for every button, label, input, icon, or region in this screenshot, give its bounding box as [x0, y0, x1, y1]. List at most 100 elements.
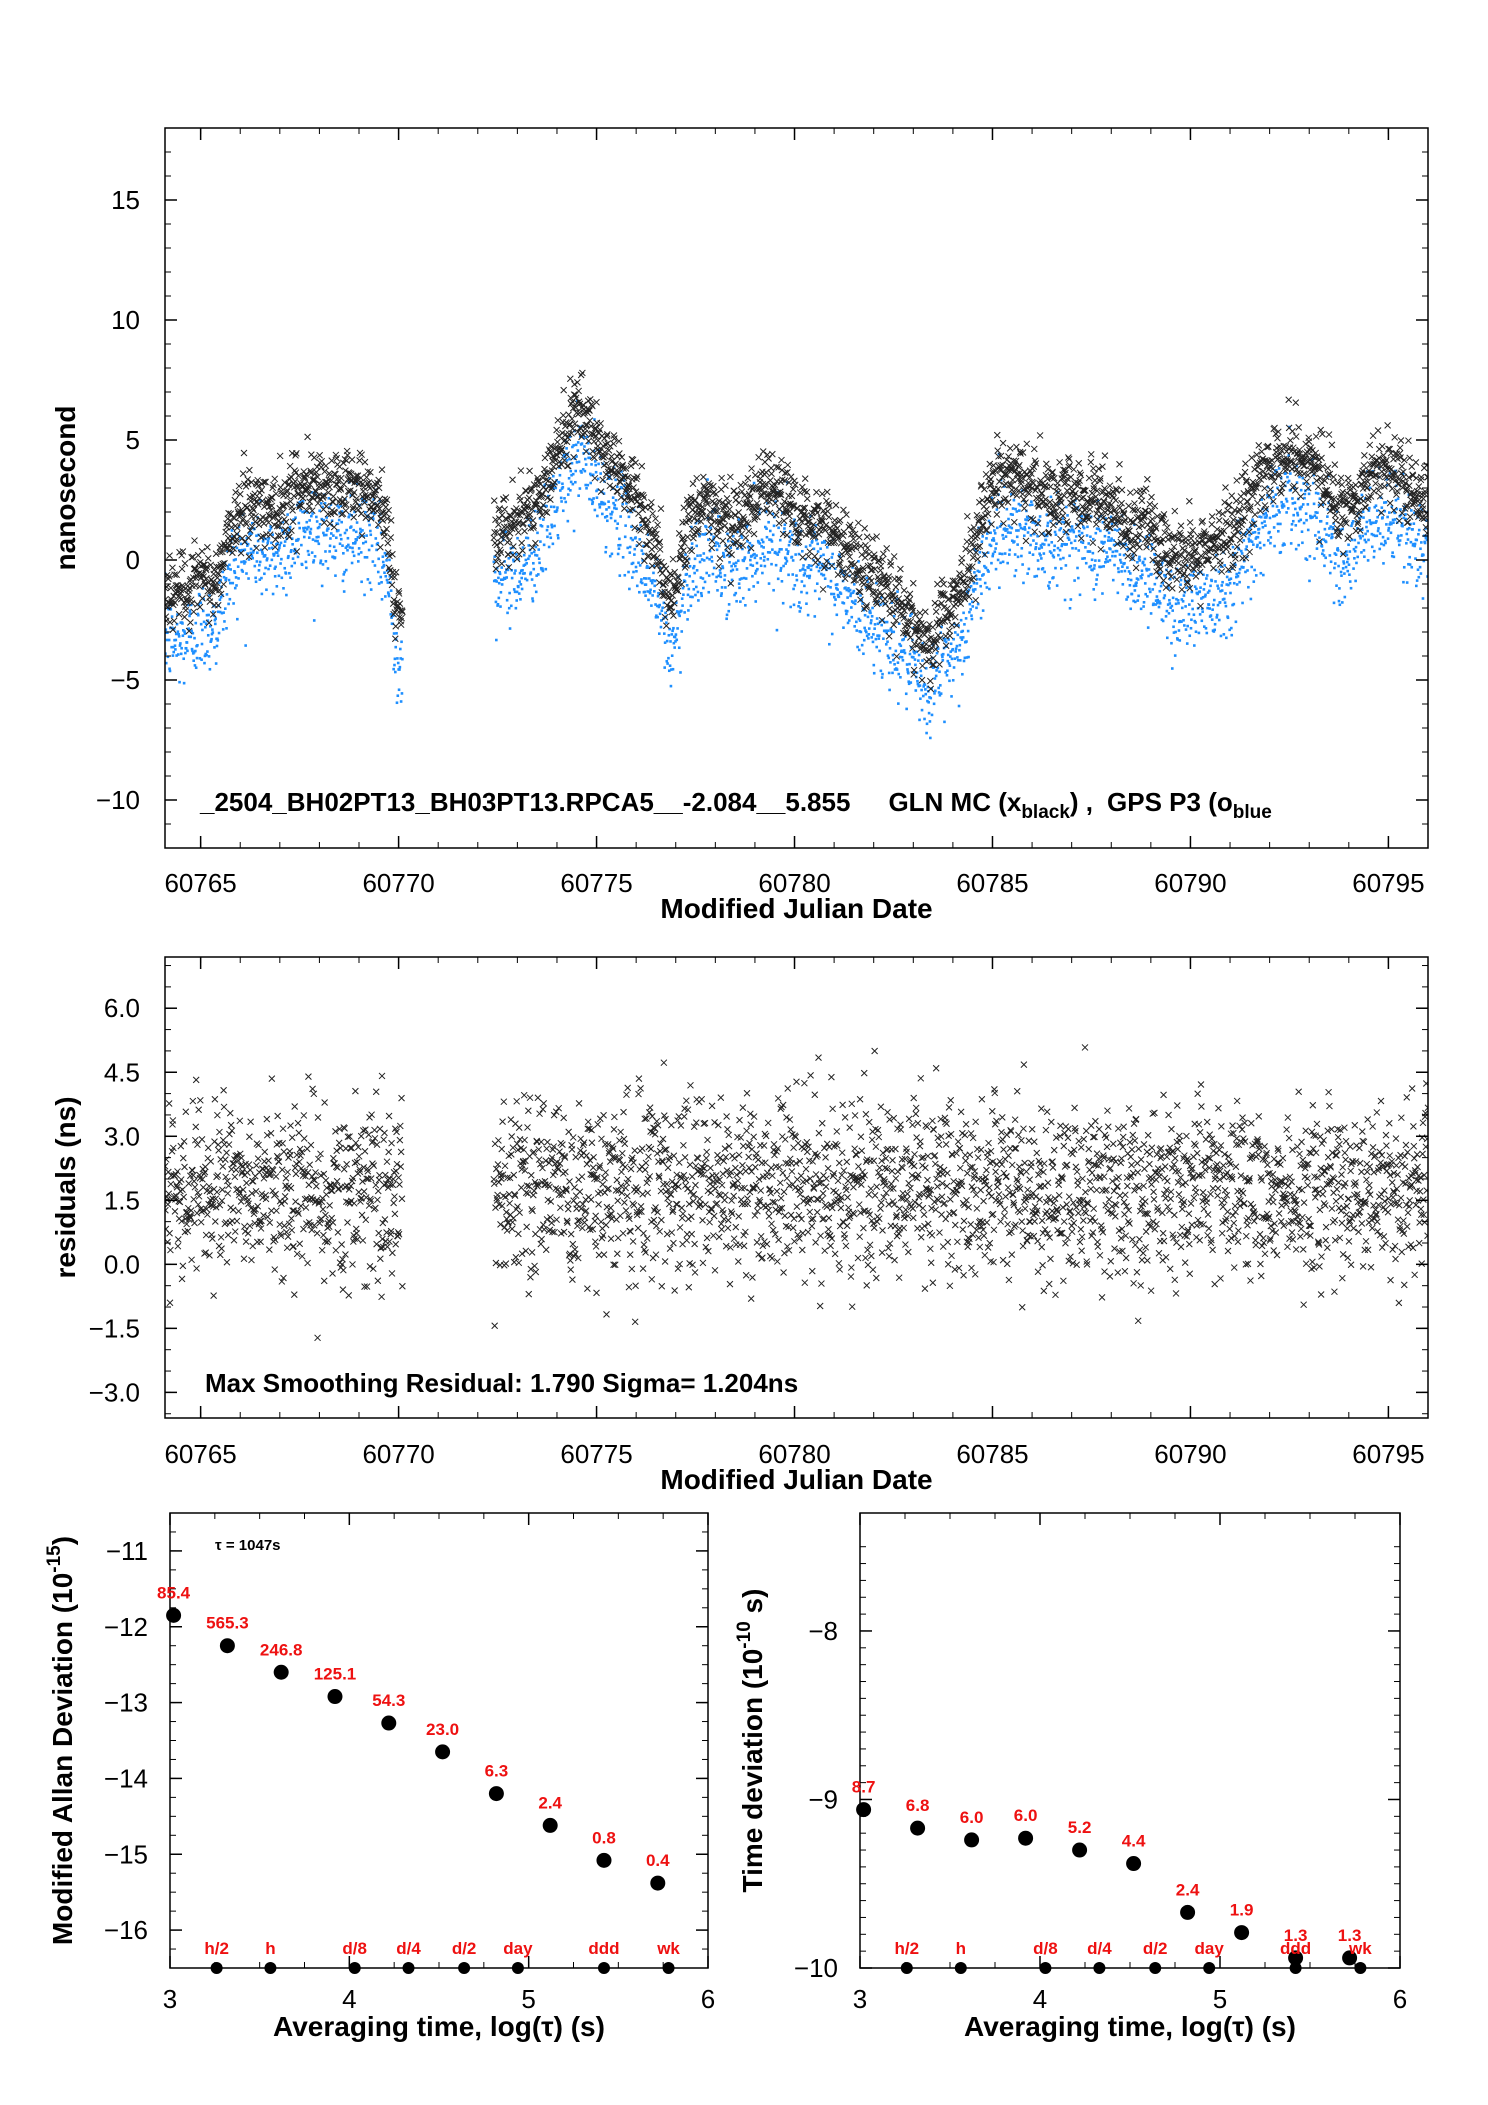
- data-point-blue: [1250, 565, 1253, 569]
- data-point-blue: [1113, 563, 1116, 567]
- data-point-x: [704, 486, 712, 494]
- data-point-blue: [1049, 519, 1052, 523]
- data-point-x: [770, 488, 777, 495]
- data-point-blue: [1393, 511, 1397, 515]
- data-point-x: [603, 431, 611, 438]
- data-point-x: [725, 499, 733, 507]
- data-point-blue: [968, 602, 972, 606]
- data-point-blue: [550, 523, 553, 527]
- data-point-x: [1026, 473, 1034, 481]
- data-point-blue: [1326, 508, 1330, 511]
- data-point-blue: [1298, 506, 1302, 510]
- data-point-x: [795, 538, 803, 546]
- data-point-blue: [267, 567, 270, 571]
- data-point-blue: [771, 533, 775, 537]
- data-point-x: [834, 532, 841, 540]
- data-point-blue: [680, 609, 683, 613]
- data-point-blue: [1311, 457, 1314, 461]
- data-point-blue: [1268, 530, 1271, 534]
- data-point-blue: [996, 558, 1000, 562]
- data-point-x: [541, 465, 548, 473]
- data-point-blue: [1032, 520, 1036, 523]
- data-point-blue: [237, 525, 241, 529]
- data-point-blue: [627, 570, 630, 574]
- data-point-blue: [822, 573, 826, 577]
- data-point-x: [501, 506, 508, 513]
- data-point-x: [872, 598, 880, 606]
- data-point-x: [291, 478, 299, 485]
- data-point-blue: [1077, 529, 1081, 533]
- data-point-blue: [1170, 641, 1173, 645]
- data-point-blue: [588, 456, 592, 460]
- data-point-blue: [532, 561, 535, 565]
- data-point-blue: [1264, 516, 1268, 519]
- data-point-blue: [575, 461, 579, 464]
- data-point-blue: [1408, 563, 1412, 566]
- data-point-blue: [756, 581, 760, 584]
- data-point-blue: [201, 586, 205, 590]
- data-point-blue: [1289, 542, 1293, 545]
- data-point-blue: [290, 564, 294, 568]
- data-point-blue: [616, 552, 620, 556]
- data-point-blue: [558, 473, 562, 477]
- data-point-blue: [360, 497, 364, 501]
- data-point-blue: [1332, 522, 1335, 525]
- data-point-blue: [912, 650, 916, 653]
- data-point-blue: [328, 550, 331, 553]
- data-point-blue: [763, 555, 766, 559]
- data-point-x: [264, 496, 272, 504]
- data-point-blue: [1297, 543, 1300, 547]
- data-point-blue: [1267, 495, 1271, 499]
- data-point-blue: [1043, 570, 1046, 574]
- data-point-blue: [179, 642, 182, 645]
- data-point-blue: [634, 565, 638, 569]
- data-point-blue: [1141, 560, 1145, 564]
- data-point-blue: [1182, 594, 1186, 597]
- data-point-blue: [590, 498, 594, 502]
- data-point-x: [185, 627, 193, 635]
- data-point-blue: [1219, 634, 1223, 638]
- data-point-blue: [1283, 543, 1286, 546]
- data-point-blue: [605, 508, 608, 511]
- data-point-x: [545, 446, 553, 453]
- data-point-blue: [330, 519, 334, 523]
- data-point-blue: [1287, 479, 1291, 483]
- data-point-blue: [1094, 531, 1098, 535]
- data-point-x: [900, 615, 908, 622]
- data-point-blue: [780, 580, 784, 583]
- data-point-blue: [994, 547, 997, 550]
- data-point-blue: [271, 533, 274, 536]
- data-point-x: [754, 503, 762, 510]
- data-point-blue: [373, 564, 377, 567]
- data-point-blue: [392, 632, 396, 635]
- data-point-blue: [219, 595, 223, 599]
- data-point-blue: [569, 469, 573, 473]
- data-point-blue: [1144, 592, 1147, 596]
- data-point-x: [343, 457, 351, 464]
- data-point-blue: [845, 588, 849, 592]
- data-point-blue: [1174, 630, 1177, 634]
- data-point-blue: [600, 500, 603, 504]
- data-point-x: [606, 473, 613, 481]
- data-point-blue: [765, 527, 768, 530]
- data-point-x: [529, 517, 537, 524]
- data-point-x: [1006, 445, 1014, 452]
- data-point-x: [803, 488, 811, 496]
- data-point-blue: [527, 557, 530, 561]
- data-point-x: [982, 526, 989, 534]
- data-point-blue: [1121, 565, 1124, 568]
- data-point-blue: [508, 627, 512, 630]
- data-point-x: [588, 430, 596, 438]
- data-point-blue: [337, 529, 340, 532]
- data-point-x: [659, 592, 666, 599]
- data-point-blue: [173, 644, 177, 647]
- data-point-blue: [1286, 507, 1290, 510]
- data-point-blue: [398, 665, 402, 669]
- data-point-blue: [1226, 616, 1230, 620]
- data-point-blue: [772, 524, 776, 528]
- data-point-blue: [1272, 515, 1275, 518]
- data-point-x: [722, 482, 729, 489]
- data-point-blue: [850, 615, 854, 619]
- data-point-blue: [1334, 553, 1338, 557]
- data-point-blue: [1210, 579, 1214, 583]
